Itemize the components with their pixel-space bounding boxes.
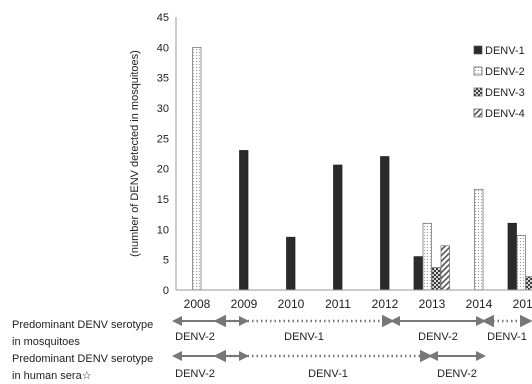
y-tick-label: 10 [157,224,169,236]
legend: DENV-1 DENV-2 DENV-3 DENV-4 [473,45,525,120]
row-label: in human sera☆ [12,370,92,382]
serotype-annotation-rows: Predominant DENV serotype in mosquitoes D… [12,314,532,382]
bar-denv-4-2013 [440,245,450,291]
y-tick-label: 5 [163,255,169,267]
y-axis-ticks: 0 5 10 15 20 25 30 35 40 45 [157,12,169,297]
bar-denv-1-2013 [413,256,423,291]
y-axis-label: (number of DENV detected in mosquitoes) [129,50,141,257]
serotype-arrow-label: DENV-1 [487,331,527,343]
y-tick-label: 25 [157,133,169,145]
legend-label: DENV-2 [485,66,525,78]
bar-denv-1-2010 [286,236,296,291]
bar-denv-2-2013 [422,222,432,291]
row-label: Predominant DENV serotype [12,353,153,365]
serotype-arrow-label: DENV-1 [308,368,348,380]
serotype-arrow-label: DENV-2 [175,331,215,343]
bar-denv-2-2015 [516,235,526,291]
x-tick-label: 2008 [184,297,211,311]
bar-denv-1-2011 [333,164,343,291]
y-tick-label: 20 [157,164,169,176]
serotype-arrow-label: DENV-2 [418,331,458,343]
legend-swatch-denv-4 [473,108,483,118]
x-tick-label: 2013 [419,297,446,311]
x-tick-label: 2015 [513,297,532,311]
serotype-arrow-label: DENV-2 [437,368,477,380]
legend-swatch-denv-3 [473,87,483,97]
legend-label: DENV-4 [485,108,525,120]
x-axis-ticks: 2008 2009 2010 2011 2012 2013 2014 2015 [184,297,532,311]
bar-denv-1-2012 [380,156,390,291]
legend-swatch-denv-2 [473,66,483,76]
y-tick-label: 15 [157,194,169,206]
bar-denv-3-2015 [525,276,532,291]
serotype-arrow-label: DENV-2 [175,368,215,380]
x-tick-label: 2011 [325,297,351,311]
legend-label: DENV-3 [485,87,525,99]
x-tick-label: 2012 [372,297,399,311]
y-tick-label: 45 [157,12,169,24]
bar-denv-2-2014 [474,188,484,291]
legend-swatch-denv-1 [473,45,483,55]
bars-layer [192,46,532,291]
bar-denv-2-2008 [192,46,202,291]
row-label: Predominant DENV serotype [12,319,153,331]
row-label: in mosquitoes [12,336,80,348]
x-tick-label: 2009 [231,297,258,311]
bar-denv-1-2015 [507,222,517,291]
serotype-arrow-label: DENV-1 [284,331,324,343]
y-tick-label: 40 [157,42,169,54]
bar-denv-1-2009 [239,150,249,291]
x-tick-label: 2014 [466,297,493,311]
legend-label: DENV-1 [485,45,525,57]
y-tick-label: 0 [163,285,169,297]
y-tick-label: 35 [157,73,169,85]
y-tick-label: 30 [157,103,169,115]
x-tick-label: 2010 [278,297,305,311]
bar-denv-3-2013 [431,267,441,291]
